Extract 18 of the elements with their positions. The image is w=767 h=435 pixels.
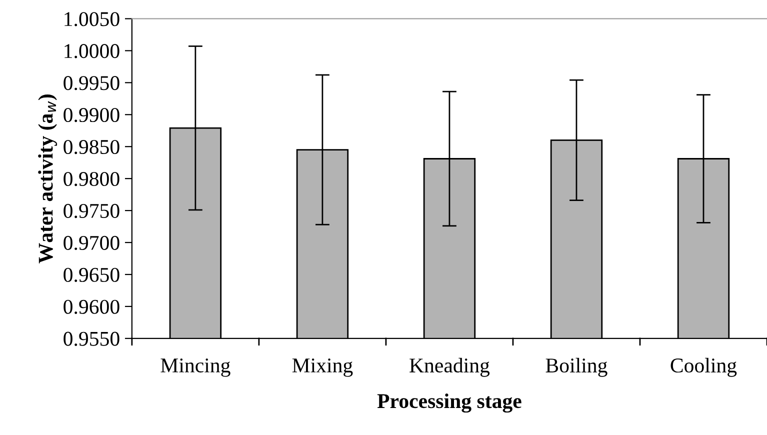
y-tick-label: 0.9600 xyxy=(64,300,120,314)
y-tick-label: 0.9850 xyxy=(64,140,120,154)
x-tick-label: Mixing xyxy=(292,358,353,377)
x-tick-label: Kneading xyxy=(410,358,490,377)
y-tick-label: 1.0050 xyxy=(64,12,120,26)
x-axis-title: Processing stage xyxy=(377,393,522,413)
y-tick-label: 1.0000 xyxy=(64,44,120,58)
y-tick-label: 0.9800 xyxy=(64,172,120,186)
y-tick-label: 0.9650 xyxy=(64,268,120,282)
x-tick-label: Mincing xyxy=(160,358,230,377)
y-axis-title: Water activity (a$_{w}$) xyxy=(38,94,58,264)
x-tick-label: Cooling xyxy=(670,358,737,377)
x-tick-label: Boiling xyxy=(546,358,608,377)
y-tick-label: 0.9900 xyxy=(64,108,120,122)
y-tick-label: 0.9950 xyxy=(64,76,120,90)
y-tick-label: 0.9750 xyxy=(64,204,120,218)
y-tick-label: 0.9700 xyxy=(64,236,120,250)
y-tick-label: 0.9550 xyxy=(64,332,120,346)
